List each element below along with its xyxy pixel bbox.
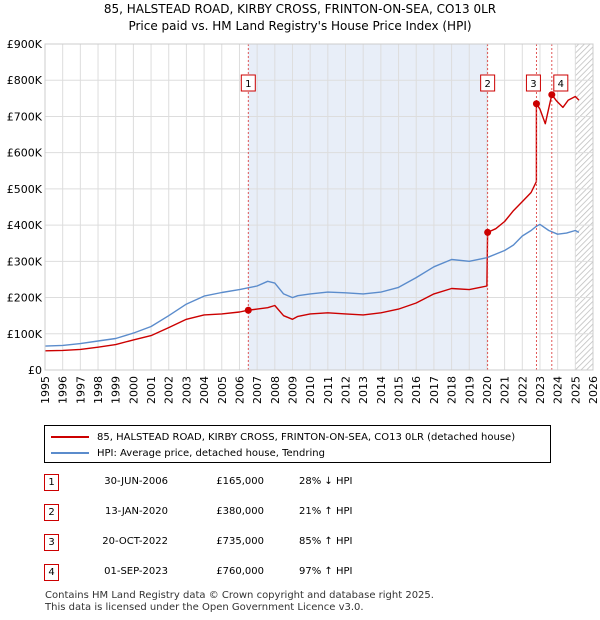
x-tick-label: 2013 — [357, 376, 370, 404]
sale-number-badge: 2 — [44, 504, 59, 521]
sale-point — [244, 306, 252, 314]
sale-date: 01-SEP-2023 — [104, 566, 168, 577]
plot-border — [44, 43, 594, 371]
x-tick-label: 2001 — [145, 376, 158, 404]
x-tick-label: 2017 — [428, 376, 441, 404]
y-tick-label: £200K — [7, 292, 43, 305]
x-tick-label: 2021 — [499, 376, 512, 404]
x-tick-label: 2024 — [552, 376, 565, 404]
sale-label-box — [553, 74, 569, 92]
x-tick-label: 2007 — [251, 376, 264, 404]
sale-point — [484, 228, 492, 236]
sale-number-badge: 3 — [44, 534, 59, 551]
x-tick-label: 2000 — [127, 376, 140, 404]
legend-item-property: 85, HALSTEAD ROAD, KIRBY CROSS, FRINTON-… — [51, 430, 515, 444]
x-tick-label: 2022 — [516, 376, 529, 404]
footer-copyright: Contains HM Land Registry data © Crown c… — [45, 590, 434, 601]
series-line-property — [44, 93, 580, 352]
x-tick-label: 2008 — [269, 376, 282, 404]
x-tick-label: 2016 — [410, 376, 423, 404]
x-tick-label: 1999 — [110, 376, 123, 404]
x-tick-label: 1997 — [74, 376, 87, 404]
sale-row: 2 13-JAN-2020 £380,000 21% ↑ HPI — [44, 504, 384, 524]
sale-row: 3 20-OCT-2022 £735,000 85% ↑ HPI — [44, 534, 384, 554]
x-tick-label: 2009 — [286, 376, 299, 404]
x-tick-label: 2014 — [375, 376, 388, 404]
x-tick-label: 2002 — [163, 376, 176, 404]
sale-number-badge: 4 — [44, 564, 59, 581]
legend-label-property: 85, HALSTEAD ROAD, KIRBY CROSS, FRINTON-… — [97, 431, 516, 443]
sale-number-badge: 1 — [44, 474, 59, 491]
sale-price: £760,000 — [216, 566, 264, 577]
y-tick-label: £300K — [7, 255, 43, 268]
sale-price: £165,000 — [216, 476, 264, 487]
legend-swatch-property — [51, 436, 89, 438]
sale-row: 4 01-SEP-2023 £760,000 97% ↑ HPI — [44, 564, 384, 584]
chart-legend: 85, HALSTEAD ROAD, KIRBY CROSS, FRINTON-… — [44, 425, 551, 463]
x-tick-label: 2026 — [587, 376, 600, 404]
sale-price: £380,000 — [216, 506, 264, 517]
legend-item-hpi: HPI: Average price, detached house, Tend… — [51, 446, 325, 460]
x-tick-label: 2012 — [340, 376, 353, 404]
x-tick-label: 2011 — [322, 376, 335, 404]
sale-point — [532, 100, 540, 108]
x-tick-label: 2004 — [198, 376, 211, 404]
x-tick-label: 2023 — [534, 376, 547, 404]
x-tick-label: 2005 — [216, 376, 229, 404]
x-tick-label: 1996 — [57, 376, 70, 404]
y-tick-label: £600K — [7, 147, 43, 160]
series-line-hpi — [44, 223, 580, 347]
sale-label-text: 1 — [245, 79, 251, 90]
x-tick-label: 1998 — [92, 376, 105, 404]
sale-hpi-change: 28% ↓ HPI — [299, 476, 353, 487]
x-tick-label: 2018 — [446, 376, 459, 404]
sale-date: 30-JUN-2006 — [104, 476, 168, 487]
x-tick-label: 2025 — [569, 376, 582, 404]
y-tick-label: £900K — [7, 38, 43, 51]
x-tick-label: 2010 — [304, 376, 317, 404]
sale-label-box — [525, 74, 541, 92]
sale-label-box — [480, 74, 496, 92]
sale-label-text: 3 — [530, 79, 536, 90]
y-tick-label: £0 — [28, 364, 42, 377]
y-tick-label: £500K — [7, 183, 43, 196]
y-tick-label: £700K — [7, 110, 43, 123]
footer-licence: This data is licensed under the Open Gov… — [45, 602, 364, 613]
legend-swatch-hpi — [51, 452, 89, 454]
sale-label-text: 2 — [484, 79, 490, 90]
x-tick-label: 2020 — [481, 376, 494, 404]
y-tick-label: £800K — [7, 74, 43, 87]
sale-label-box — [240, 74, 256, 92]
x-tick-label: 2003 — [180, 376, 193, 404]
sale-date: 13-JAN-2020 — [104, 506, 168, 517]
sale-label-text: 4 — [558, 79, 564, 90]
ownership-band — [248, 44, 488, 370]
chart-title-subtitle: Price paid vs. HM Land Registry's House … — [128, 19, 472, 33]
sale-hpi-change: 21% ↑ HPI — [299, 506, 353, 517]
legend-label-hpi: HPI: Average price, detached house, Tend… — [97, 447, 325, 459]
y-tick-label: £400K — [7, 219, 43, 232]
x-tick-label: 2015 — [393, 376, 406, 404]
sale-row: 1 30-JUN-2006 £165,000 28% ↓ HPI — [44, 474, 384, 494]
sale-hpi-change: 85% ↑ HPI — [299, 536, 353, 547]
x-tick-label: 2019 — [463, 376, 476, 404]
sale-date: 20-OCT-2022 — [102, 536, 168, 547]
x-tick-label: 2006 — [233, 376, 246, 404]
price-chart: 1 2 3 4 £0 £100K £200K £300K £400K £500K £600K £70… — [7, 38, 600, 404]
sale-hpi-change: 97% ↑ HPI — [299, 566, 353, 577]
sale-price: £735,000 — [216, 536, 264, 547]
y-tick-label: £100K — [7, 328, 43, 341]
x-tick-label: 1995 — [39, 376, 52, 404]
chart-title-address: 85, HALSTEAD ROAD, KIRBY CROSS, FRINTON-… — [103, 2, 497, 16]
forecast-hatch — [575, 44, 593, 370]
sale-point — [548, 91, 556, 99]
